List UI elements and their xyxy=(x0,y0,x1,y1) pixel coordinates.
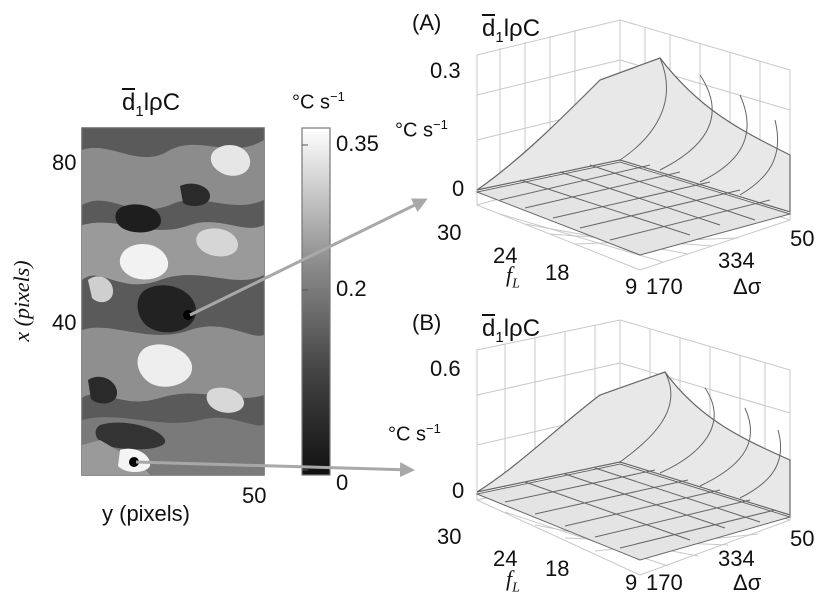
panel-a-fl-tick-24: 24 xyxy=(493,243,518,268)
arrow-to-panel-b xyxy=(135,460,415,478)
panel-b-ds-tick-170: 170 xyxy=(646,570,683,595)
y-axis-label: y (pixels) xyxy=(102,501,191,526)
panel-a-ds-label: Δσ xyxy=(733,274,762,299)
panel-a-ds-tick-334: 334 xyxy=(718,248,755,273)
panel-b-fl-label: fL xyxy=(506,566,520,596)
x-axis-label: x (pixels) xyxy=(9,260,34,342)
map-title: d1lρC xyxy=(122,88,180,119)
panel-a-fl-tick-30: 30 xyxy=(437,220,462,245)
map-title-sub: 1 xyxy=(135,102,144,120)
colorbar-unit: °C s−1 xyxy=(292,89,345,114)
panel-a-z-tick-low: 0 xyxy=(452,176,465,201)
colorbar-tick-mid: 0.2 xyxy=(336,276,367,301)
panel-b-fl-tick-9: 9 xyxy=(625,570,638,595)
map-title-bar: d xyxy=(122,88,136,116)
colorbar-tick-low: 0 xyxy=(336,470,349,495)
panel-a-z-unit: °C s−1 xyxy=(395,117,448,142)
panel-a-tag: (A) xyxy=(412,10,442,35)
panel-a-ds-tick-170: 170 xyxy=(646,274,683,299)
x-tick-80: 80 xyxy=(52,150,77,175)
panel-b-z-tick-high: 0.6 xyxy=(430,356,461,381)
panel-a-z-tick-high: 0.3 xyxy=(430,58,461,83)
panel-b-surface xyxy=(475,371,792,561)
panel-a-fl-tick-18: 18 xyxy=(545,260,570,285)
y-tick-50: 50 xyxy=(242,483,267,508)
colorbar-tick-high: 0.35 xyxy=(336,131,379,156)
x-tick-40: 40 xyxy=(52,310,77,335)
panel-a-ds-tick-50: 50 xyxy=(790,226,815,251)
panel-a-fl-label: fL xyxy=(506,262,520,292)
panel-a-fl-tick-9: 9 xyxy=(625,274,638,299)
panel-b-z-tick-low: 0 xyxy=(452,478,465,503)
colorbar-scale xyxy=(301,127,331,476)
panel-b-z-unit: °C s−1 xyxy=(388,421,441,446)
panel-b-fl-tick-18: 18 xyxy=(545,556,570,581)
panel-b-fl-tick-24: 24 xyxy=(493,546,518,571)
panel-b-ds-tick-50: 50 xyxy=(790,526,815,551)
panel-b-ds-label: Δσ xyxy=(733,570,762,595)
contour-map xyxy=(81,127,265,476)
panel-b-fl-tick-30: 30 xyxy=(437,524,462,549)
map-title-rest: lρC xyxy=(143,89,181,116)
panel-b-tag: (B) xyxy=(412,310,442,335)
panel-a-title: d1lρC xyxy=(482,14,541,46)
panel-b-ds-tick-334: 334 xyxy=(718,546,755,571)
panel-a-surface xyxy=(475,57,792,256)
arrow-to-panel-a xyxy=(189,198,428,317)
panel-b-title: d1lρC xyxy=(482,314,541,346)
